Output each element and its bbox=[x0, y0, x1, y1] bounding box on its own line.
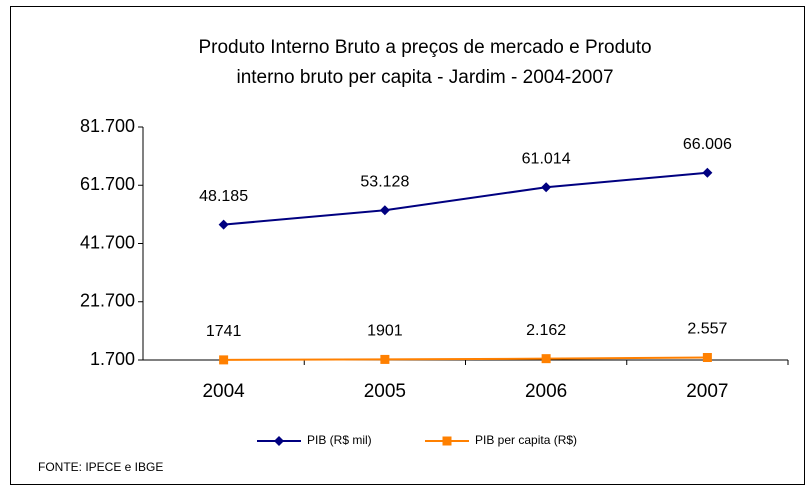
x-tick-label: 2007 bbox=[686, 381, 728, 402]
data-point bbox=[702, 353, 712, 363]
data-point bbox=[380, 354, 390, 364]
data-label: 53.128 bbox=[360, 173, 409, 190]
data-label: 2.162 bbox=[526, 322, 566, 339]
data-label: 1741 bbox=[206, 323, 242, 340]
data-point bbox=[379, 205, 390, 216]
y-tick-label: 81.700 bbox=[80, 116, 135, 136]
legend-label: PIB (R$ mil) bbox=[307, 433, 372, 447]
data-point bbox=[541, 354, 551, 364]
source-note: FONTE: IPECE e IBGE bbox=[38, 460, 163, 474]
data-label: 61.014 bbox=[522, 150, 571, 167]
x-tick-label: 2005 bbox=[364, 381, 406, 402]
data-point bbox=[702, 167, 713, 178]
y-tick-label: 41.700 bbox=[80, 232, 135, 252]
chart-title: Produto Interno Bruto a preços de mercad… bbox=[198, 37, 651, 58]
y-tick-label: 21.700 bbox=[80, 291, 135, 311]
y-tick-label: 61.700 bbox=[80, 174, 135, 194]
x-tick-label: 2004 bbox=[202, 381, 245, 402]
legend-marker bbox=[274, 436, 284, 446]
data-point bbox=[541, 182, 552, 193]
series-line bbox=[223, 356, 708, 361]
data-point bbox=[219, 355, 229, 365]
data-label: 1901 bbox=[367, 323, 403, 340]
legend-label: PIB per capita (R$) bbox=[475, 433, 577, 447]
data-label: 2.557 bbox=[687, 321, 727, 338]
data-label: 48.185 bbox=[199, 188, 248, 205]
legend-marker bbox=[442, 436, 452, 446]
chart-title: interno bruto per capita - Jardim - 2004… bbox=[236, 67, 613, 88]
data-label: 66.006 bbox=[683, 136, 732, 153]
y-tick-label: 1.700 bbox=[90, 349, 135, 369]
x-tick-label: 2006 bbox=[525, 381, 567, 402]
data-point bbox=[218, 219, 229, 230]
series-line bbox=[223, 171, 708, 226]
